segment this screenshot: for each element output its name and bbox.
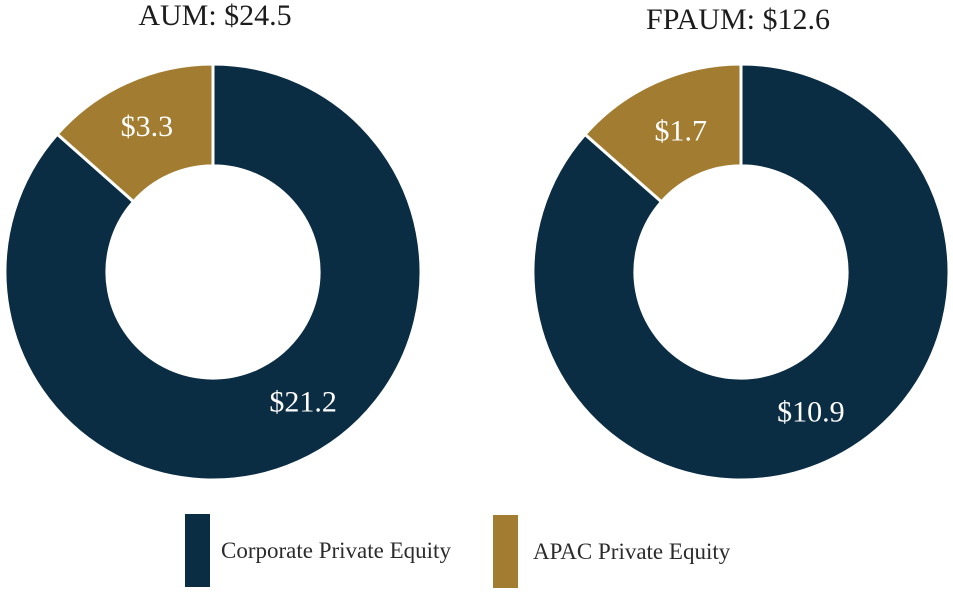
legend-swatch-corporate-private-equity <box>185 514 210 587</box>
donut-slice-corporate-private-equity <box>531 62 951 482</box>
legend-item-apac-private-equity: APAC Private Equity <box>493 515 730 588</box>
slice-value-label: $10.9 <box>777 395 845 428</box>
fpaum-donut-chart: $10.9 $1.7 <box>531 62 951 482</box>
donut-slice-corporate-private-equity <box>3 62 423 482</box>
slice-value-label: $21.2 <box>269 386 337 419</box>
donut-slice-apac-private-equity <box>55 62 215 204</box>
legend-label-apac-private-equity: APAC Private Equity <box>533 538 731 564</box>
legend-swatch-apac-private-equity <box>493 515 518 588</box>
aum-chart-title: AUM: $24.5 <box>138 0 292 32</box>
slice-value-label: $1.7 <box>655 115 708 148</box>
legend-item-corporate-private-equity: Corporate Private Equity <box>185 514 451 587</box>
slice-value-label: $3.3 <box>121 110 174 143</box>
legend-label-corporate-private-equity: Corporate Private Equity <box>221 537 451 563</box>
fpaum-chart-title: FPAUM: $12.6 <box>646 3 830 36</box>
donut-slice-apac-private-equity <box>582 62 743 204</box>
aum-donut-chart: $21.2 $3.3 <box>3 62 423 482</box>
